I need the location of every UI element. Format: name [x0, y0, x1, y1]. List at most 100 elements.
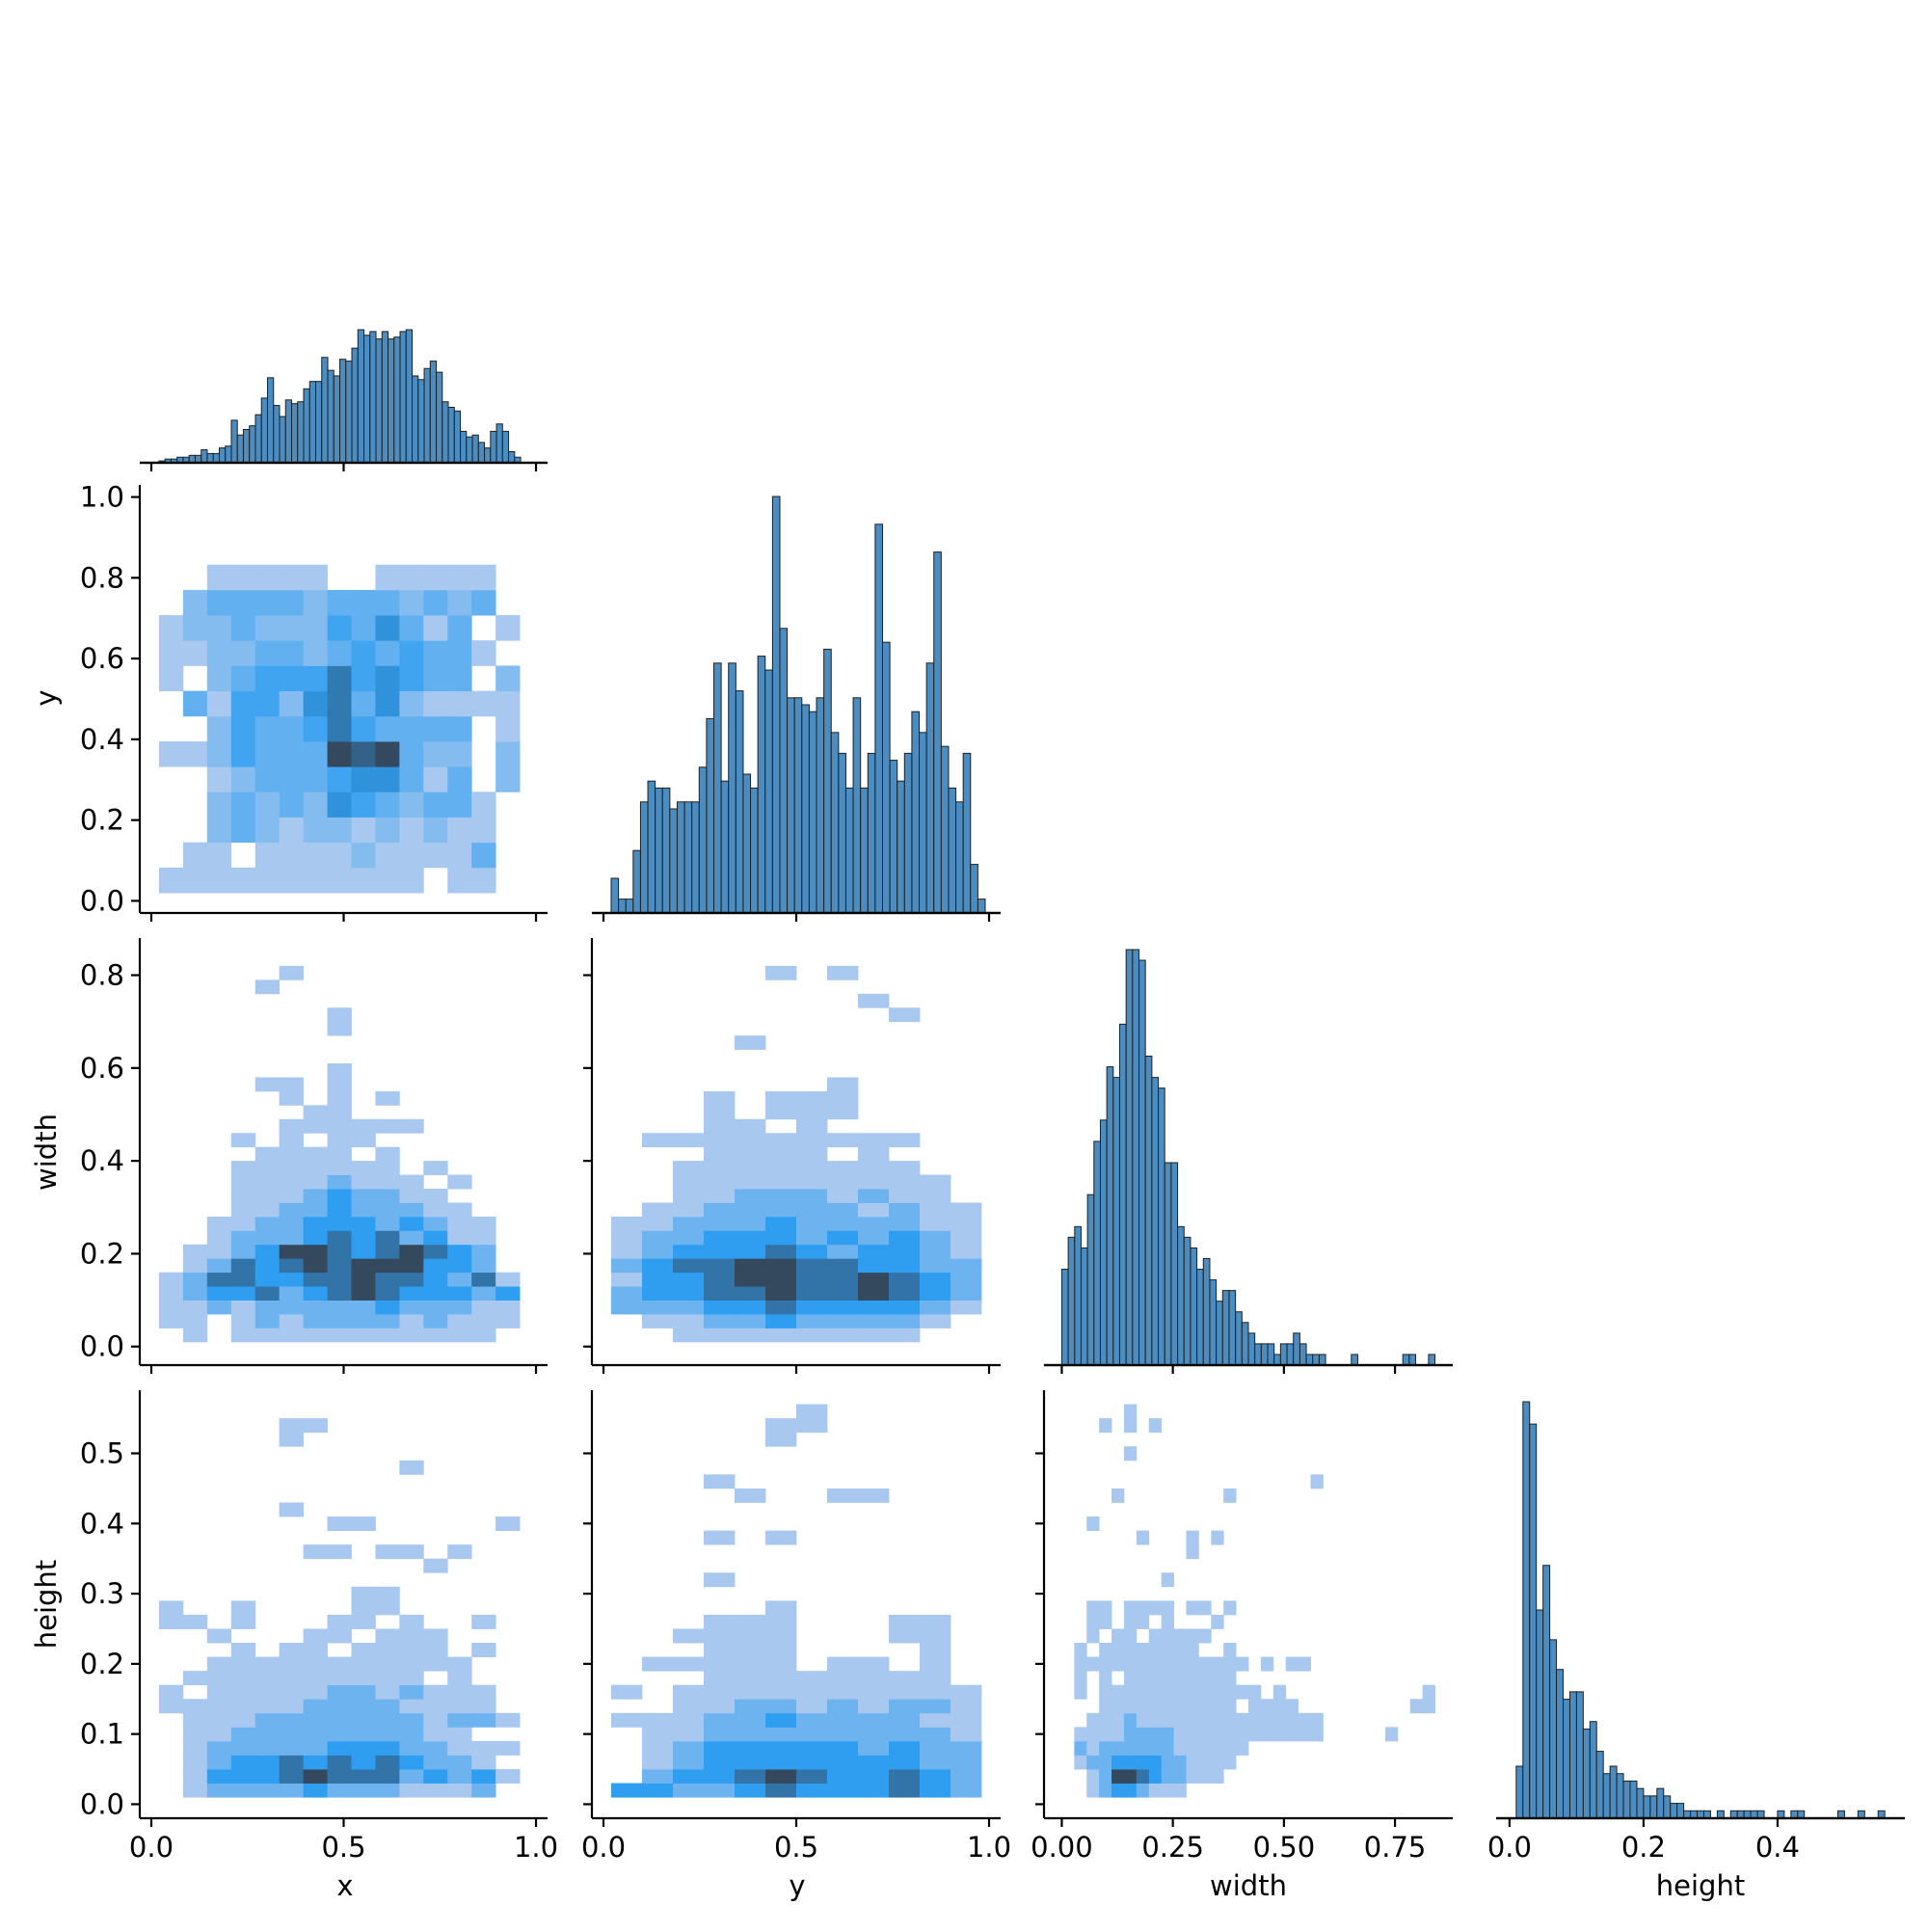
heatmap-cell-y-width [735, 1118, 766, 1134]
heatmap-cell-y-width [920, 1216, 951, 1231]
heatmap-cell-x-height [206, 1755, 232, 1770]
heatmap-cell-x-y [327, 842, 352, 869]
hist-bar-y [830, 732, 840, 914]
heatmap-cell-y-width [796, 1314, 828, 1328]
heatmap-cell-x-height [399, 1740, 424, 1756]
heatmap-cell-x-width [447, 1328, 472, 1343]
heatmap-cell-x-width [423, 1202, 448, 1218]
heatmap-cell-width-height [1111, 1656, 1125, 1672]
heatmap-cell-width-height [1186, 1544, 1199, 1560]
heatmap-cell-x-height [279, 1656, 304, 1672]
heatmap-cell-x-y [158, 640, 184, 666]
hist-bar-height [1622, 1780, 1631, 1819]
heatmap-cell-y-height [858, 1769, 890, 1784]
xtick-label-y: 0.5 [774, 1831, 818, 1864]
heatmap-cell-x-width [254, 1161, 281, 1175]
hist-bar-width [1164, 1162, 1172, 1366]
heatmap-cell-y-width [796, 1300, 828, 1315]
heatmap-cell-y-height [920, 1671, 951, 1686]
heatmap-cell-y-width [796, 1161, 828, 1175]
heatmap-cell-x-y [254, 665, 281, 692]
hist-bar-width [1293, 1332, 1300, 1366]
heatmap-cell-y-height [858, 1755, 890, 1770]
hist-bar-height [1563, 1699, 1570, 1819]
heatmap-cell-x-y [279, 842, 304, 869]
hist-bar-width [1209, 1279, 1218, 1366]
heatmap-cell-width-height [1310, 1712, 1324, 1728]
heatmap-cell-y-height [796, 1712, 828, 1728]
heatmap-cell-x-height [206, 1712, 232, 1728]
heatmap-cell-x-height [351, 1699, 376, 1714]
heatmap-cell-y-height [704, 1643, 736, 1657]
heatmap-cell-x-width [351, 1300, 376, 1315]
heatmap-cell-y-width [827, 1216, 859, 1231]
hist-bar-x [369, 331, 377, 464]
heatmap-cell-x-width [471, 1258, 496, 1274]
heatmap-cell-y-width [827, 1286, 859, 1301]
heatmap-cell-width-height [1198, 1712, 1212, 1728]
heatmap-cell-x-width [303, 1216, 328, 1231]
heatmap-cell-y-height [889, 1671, 921, 1686]
heatmap-cell-y-height [765, 1432, 797, 1447]
hist-bar-x [230, 419, 238, 464]
heatmap-cell-x-width [471, 1216, 496, 1231]
heatmap-cell-x-width [327, 1133, 352, 1148]
hist-bar-y [881, 641, 891, 914]
heatmap-cell-y-height [735, 1740, 766, 1756]
heatmap-cell-width-height [1223, 1643, 1237, 1657]
xtick-label-y: 1.0 [967, 1831, 1011, 1864]
heatmap-cell-x-y [351, 690, 376, 717]
hist-bar-x [501, 430, 510, 464]
heatmap-cell-x-height [230, 1755, 256, 1770]
hist-bar-height [1777, 1810, 1785, 1819]
heatmap-cell-x-width [327, 1328, 352, 1343]
heatmap-cell-width-height [1148, 1740, 1163, 1756]
hist-bar-y [683, 801, 693, 914]
heatmap-cell-width-height [1173, 1628, 1187, 1644]
heatmap-cell-x-height [447, 1755, 472, 1770]
heatmap-cell-y-height [704, 1783, 736, 1798]
heatmap-cell-x-height [351, 1586, 376, 1601]
heatmap-cell-x-width [351, 1258, 376, 1274]
heatmap-cell-width-height [1173, 1684, 1187, 1700]
heatmap-cell-y-height [704, 1474, 736, 1489]
heatmap-cell-x-height [158, 1699, 184, 1714]
heatmap-cell-y-width [735, 1328, 766, 1343]
hist-bar-x [405, 329, 414, 464]
heatmap-cell-width-height [1148, 1418, 1163, 1434]
hist-bar-height [1756, 1810, 1765, 1819]
heatmap-cell-width-height [1161, 1712, 1174, 1728]
heatmap-cell-y-width [735, 1300, 766, 1315]
heatmap-cell-x-height [375, 1628, 400, 1644]
heatmap-cell-y-height [642, 1712, 674, 1728]
hist-bar-y [757, 656, 766, 914]
heatmap-cell-width-height [1074, 1656, 1087, 1672]
heatmap-cell-y-height [735, 1656, 766, 1672]
heatmap-cell-y-width [858, 1314, 890, 1328]
heatmap-cell-x-width [303, 1146, 328, 1162]
heatmap-cell-x-y [254, 842, 281, 869]
heatmap-cell-x-y [327, 589, 352, 616]
heatmap-cell-x-y [351, 640, 376, 666]
heatmap-cell-x-height [495, 1740, 521, 1756]
heatmap-cell-y-width [611, 1258, 643, 1274]
heatmap-cell-width-height [1186, 1530, 1199, 1545]
heatmap-cell-y-width [889, 1174, 921, 1190]
hist-bar-width [1093, 1140, 1101, 1366]
heatmap-cell-x-width [351, 1174, 376, 1190]
heatmap-cell-width-height [1111, 1699, 1125, 1714]
heatmap-cell-x-height [182, 1712, 208, 1728]
hist-bar-width [1099, 1119, 1108, 1366]
hist-bar-height [1656, 1787, 1665, 1819]
heatmap-cell-y-width [858, 1244, 890, 1259]
heatmap-cell-y-width [858, 1272, 890, 1287]
heatmap-cell-x-y [254, 817, 281, 844]
heatmap-cell-x-y [182, 690, 208, 717]
heatmap-cell-x-height [351, 1755, 376, 1770]
heatmap-cell-y-height [827, 1656, 859, 1672]
heatmap-cell-x-y [279, 589, 304, 616]
heatmap-cell-x-y [303, 740, 328, 767]
hist-bar-x [339, 359, 347, 464]
heatmap-cell-y-width [796, 1118, 828, 1134]
heatmap-cell-width-height [1111, 1628, 1125, 1644]
